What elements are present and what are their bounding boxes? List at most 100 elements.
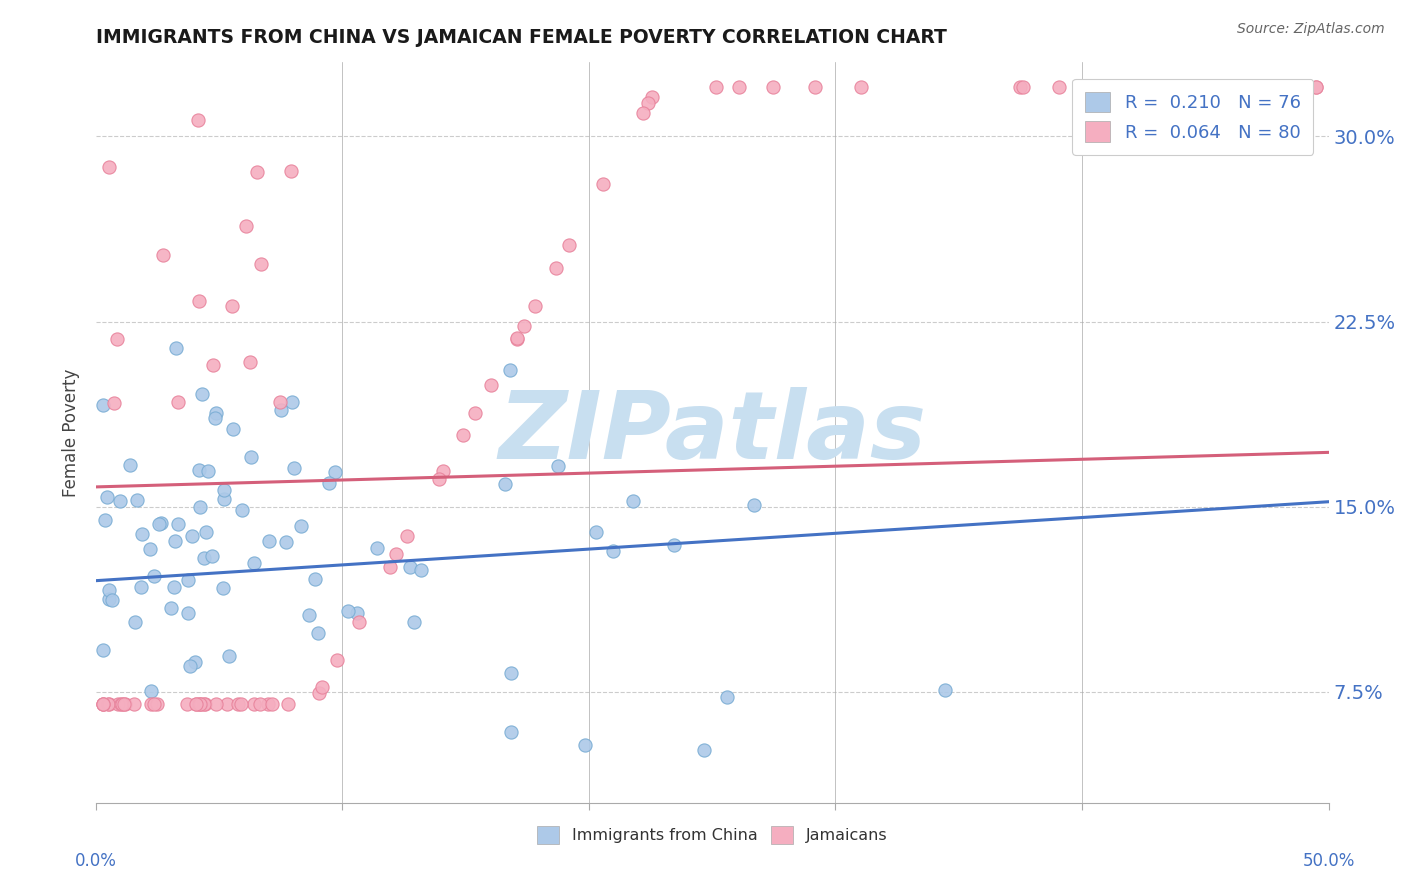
Point xyxy=(163,580,186,594)
Point xyxy=(307,625,329,640)
Point xyxy=(98,160,121,174)
Point xyxy=(143,569,166,583)
Point xyxy=(229,697,252,711)
Y-axis label: Female Poverty: Female Poverty xyxy=(62,368,80,497)
Point xyxy=(574,739,596,753)
Point xyxy=(506,331,529,345)
Point xyxy=(693,743,716,757)
Point xyxy=(197,464,219,478)
Point xyxy=(585,525,607,540)
Point xyxy=(184,697,207,711)
Point xyxy=(148,517,170,532)
Point xyxy=(744,498,766,512)
Point xyxy=(602,543,624,558)
Point xyxy=(1047,80,1070,95)
Point xyxy=(124,615,146,630)
Point xyxy=(221,299,243,313)
Point xyxy=(1236,80,1258,95)
Point xyxy=(260,697,283,711)
Point xyxy=(378,559,401,574)
Point xyxy=(524,299,547,313)
Point xyxy=(546,260,568,275)
Legend: Immigrants from China, Jamaicans: Immigrants from China, Jamaicans xyxy=(530,819,894,850)
Point xyxy=(231,503,253,517)
Point xyxy=(165,533,187,548)
Point xyxy=(190,387,212,401)
Point xyxy=(398,560,420,574)
Point xyxy=(94,513,117,527)
Point xyxy=(298,607,321,622)
Point xyxy=(547,458,569,473)
Point xyxy=(762,80,785,95)
Point xyxy=(188,500,211,515)
Point xyxy=(110,697,132,711)
Text: Source: ZipAtlas.com: Source: ZipAtlas.com xyxy=(1237,22,1385,37)
Point xyxy=(129,581,152,595)
Point xyxy=(91,642,114,657)
Point xyxy=(1008,80,1031,95)
Point xyxy=(499,666,522,681)
Point xyxy=(1012,80,1035,95)
Point xyxy=(641,90,664,104)
Point xyxy=(91,697,114,711)
Point xyxy=(188,463,211,477)
Point xyxy=(464,406,486,420)
Point xyxy=(411,563,433,577)
Point xyxy=(97,583,120,598)
Point xyxy=(179,659,201,673)
Text: IMMIGRANTS FROM CHINA VS JAMAICAN FEMALE POVERTY CORRELATION CHART: IMMIGRANTS FROM CHINA VS JAMAICAN FEMALE… xyxy=(96,28,946,47)
Point xyxy=(239,354,262,368)
Point xyxy=(193,551,215,566)
Point xyxy=(193,697,215,711)
Point xyxy=(716,690,738,704)
Point xyxy=(479,378,502,392)
Point xyxy=(91,398,114,412)
Point xyxy=(149,516,172,530)
Point xyxy=(184,697,207,711)
Point xyxy=(105,332,128,346)
Point xyxy=(141,683,163,698)
Point xyxy=(215,697,238,711)
Point xyxy=(451,427,474,442)
Point xyxy=(114,697,136,711)
Point xyxy=(290,519,312,533)
Point xyxy=(188,697,211,711)
Point xyxy=(269,394,291,409)
Point xyxy=(804,80,827,95)
Point xyxy=(366,541,388,555)
Point xyxy=(318,475,340,490)
Point xyxy=(427,472,450,486)
Point xyxy=(110,494,132,508)
Point xyxy=(257,697,280,711)
Point xyxy=(494,476,516,491)
Point xyxy=(97,697,120,711)
Point xyxy=(498,363,520,377)
Point xyxy=(190,697,212,711)
Point xyxy=(346,606,368,620)
Point xyxy=(159,601,181,615)
Point xyxy=(142,697,165,711)
Point xyxy=(246,164,269,178)
Point xyxy=(91,697,114,711)
Point xyxy=(506,332,529,346)
Point xyxy=(188,293,211,308)
Point xyxy=(1305,80,1327,95)
Text: 50.0%: 50.0% xyxy=(1302,852,1355,870)
Point xyxy=(311,681,333,695)
Point xyxy=(166,395,188,409)
Point xyxy=(97,697,120,711)
Point xyxy=(194,697,217,711)
Point xyxy=(337,604,360,618)
Point xyxy=(212,483,235,498)
Point xyxy=(235,219,257,233)
Point xyxy=(122,697,145,711)
Point xyxy=(96,490,118,504)
Point xyxy=(704,80,727,95)
Point xyxy=(1185,80,1208,95)
Point xyxy=(385,547,408,561)
Point xyxy=(204,411,226,425)
Point xyxy=(501,725,523,739)
Point xyxy=(851,80,873,95)
Point xyxy=(280,163,302,178)
Point xyxy=(131,526,153,541)
